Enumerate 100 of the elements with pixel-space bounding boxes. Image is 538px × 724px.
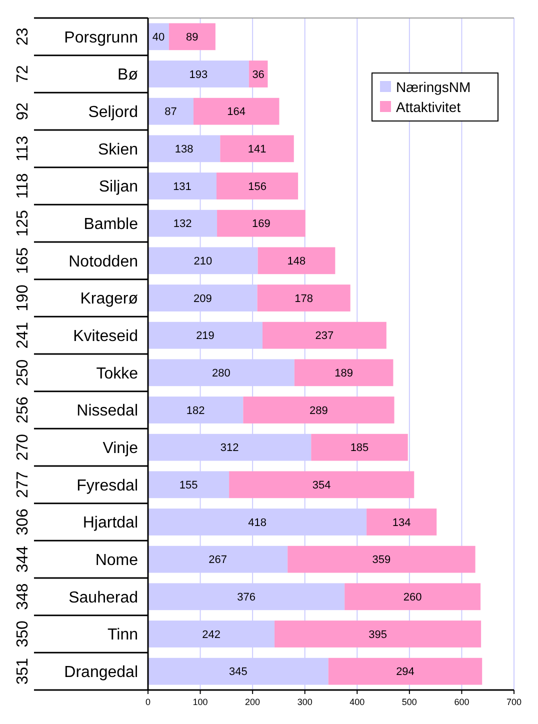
bar [193,98,280,125]
data-label: 209 [193,292,212,305]
legend-label: NæringsNM [396,78,471,95]
text: 350 [14,620,32,648]
text: 270 [14,434,32,461]
data-label: 156 [248,180,266,193]
bar [257,284,350,312]
y-tick-label: Skien [98,141,138,158]
x-tick-label: 300 [297,697,312,707]
data-label: 359 [372,554,391,566]
y-tick-label: Nome [95,552,138,569]
data-label: 169 [252,218,270,230]
data-label: 134 [392,516,411,529]
data-label: 138 [174,144,194,156]
data-label: 132 [173,218,192,230]
data-label: 189 [334,368,353,380]
text: 306 [14,508,32,536]
y-tick-label: Bamble [84,216,138,233]
legend-label: Attaktivitet [396,98,461,115]
bar [328,658,482,685]
text: 72 [14,65,32,83]
data-label: 395 [368,628,387,641]
y-tick-label: Sauherad [68,589,138,606]
data-label: 131 [173,180,192,193]
bar [366,508,437,536]
data-label: 219 [196,330,214,342]
data-label: 178 [294,292,313,305]
data-label: 155 [179,480,198,492]
y-tick-label: Hjartdal [82,514,138,532]
x-tick-label: 400 [350,697,365,707]
data-label: 36 [252,68,264,81]
text: 277 [14,471,32,498]
y-tick-label: Siljan [98,178,138,196]
data-label: 87 [164,106,177,118]
data-label: 164 [227,106,246,118]
text: 351 [14,658,32,685]
data-label: 354 [312,480,331,492]
data-label: 89 [186,32,198,44]
x-tick-label: 200 [245,697,260,707]
bar [216,172,298,200]
text: 348 [14,583,32,610]
data-label: 185 [350,442,369,454]
data-label: 376 [237,592,256,604]
text: 190 [14,284,32,312]
text: 23 [14,28,32,46]
y-tick-label: Kviteseid [73,328,138,345]
data-label: 182 [186,404,205,417]
y-tick-label: Vinje [102,440,138,457]
x-tick-label: 100 [192,697,208,707]
bar [294,359,394,386]
y-tick-label: Bø [118,66,138,84]
bar [148,98,194,125]
text: 344 [14,546,32,573]
x-tick-label: 0 [145,697,151,707]
x-tick-label: 600 [454,697,470,707]
y-tick-label: Porsgrunn [64,29,138,46]
data-label: 237 [315,330,334,342]
data-label: 289 [310,404,328,417]
y-tick-label: Tinn [107,626,138,644]
text: 118 [14,173,32,199]
data-label: 345 [229,666,248,678]
bar [262,322,386,349]
bar [311,434,408,461]
y-tick-label: Nissedal [76,402,138,420]
y-tick-label: Drangedal [64,664,138,681]
x-tick-label: 500 [402,697,417,707]
text: 113 [14,136,32,162]
bar [168,23,216,50]
data-label: 280 [212,368,230,380]
data-label: 260 [403,592,422,604]
y-tick-label: Seljord [88,104,138,121]
text: 256 [14,396,32,424]
bar [274,620,482,648]
bar [229,471,414,498]
bar [258,247,336,274]
text: 165 [14,247,32,274]
bar [220,135,294,162]
y-tick-label: Fyresdal [76,477,138,494]
data-label: 193 [189,68,208,81]
bar [344,583,481,610]
bar [243,396,394,424]
data-label: 210 [194,256,212,268]
x-tick-label: 700 [506,697,522,707]
y-tick-label: Kragerø [80,290,138,308]
data-label: 40 [152,32,165,44]
text: 250 [14,359,32,386]
y-tick-label: Notodden [68,253,138,270]
y-tick-label: Tokke [96,365,138,382]
data-label: 294 [396,666,414,678]
data-label: 267 [208,554,227,566]
bar [217,210,306,237]
bar [288,546,476,573]
data-label: 418 [248,516,266,529]
data-label: 242 [202,628,220,641]
data-label: 312 [220,442,239,454]
data-label: 141 [248,144,266,156]
text: 241 [14,322,32,349]
data-label: 148 [287,256,306,268]
text: 125 [14,210,32,237]
text: 92 [14,102,32,120]
